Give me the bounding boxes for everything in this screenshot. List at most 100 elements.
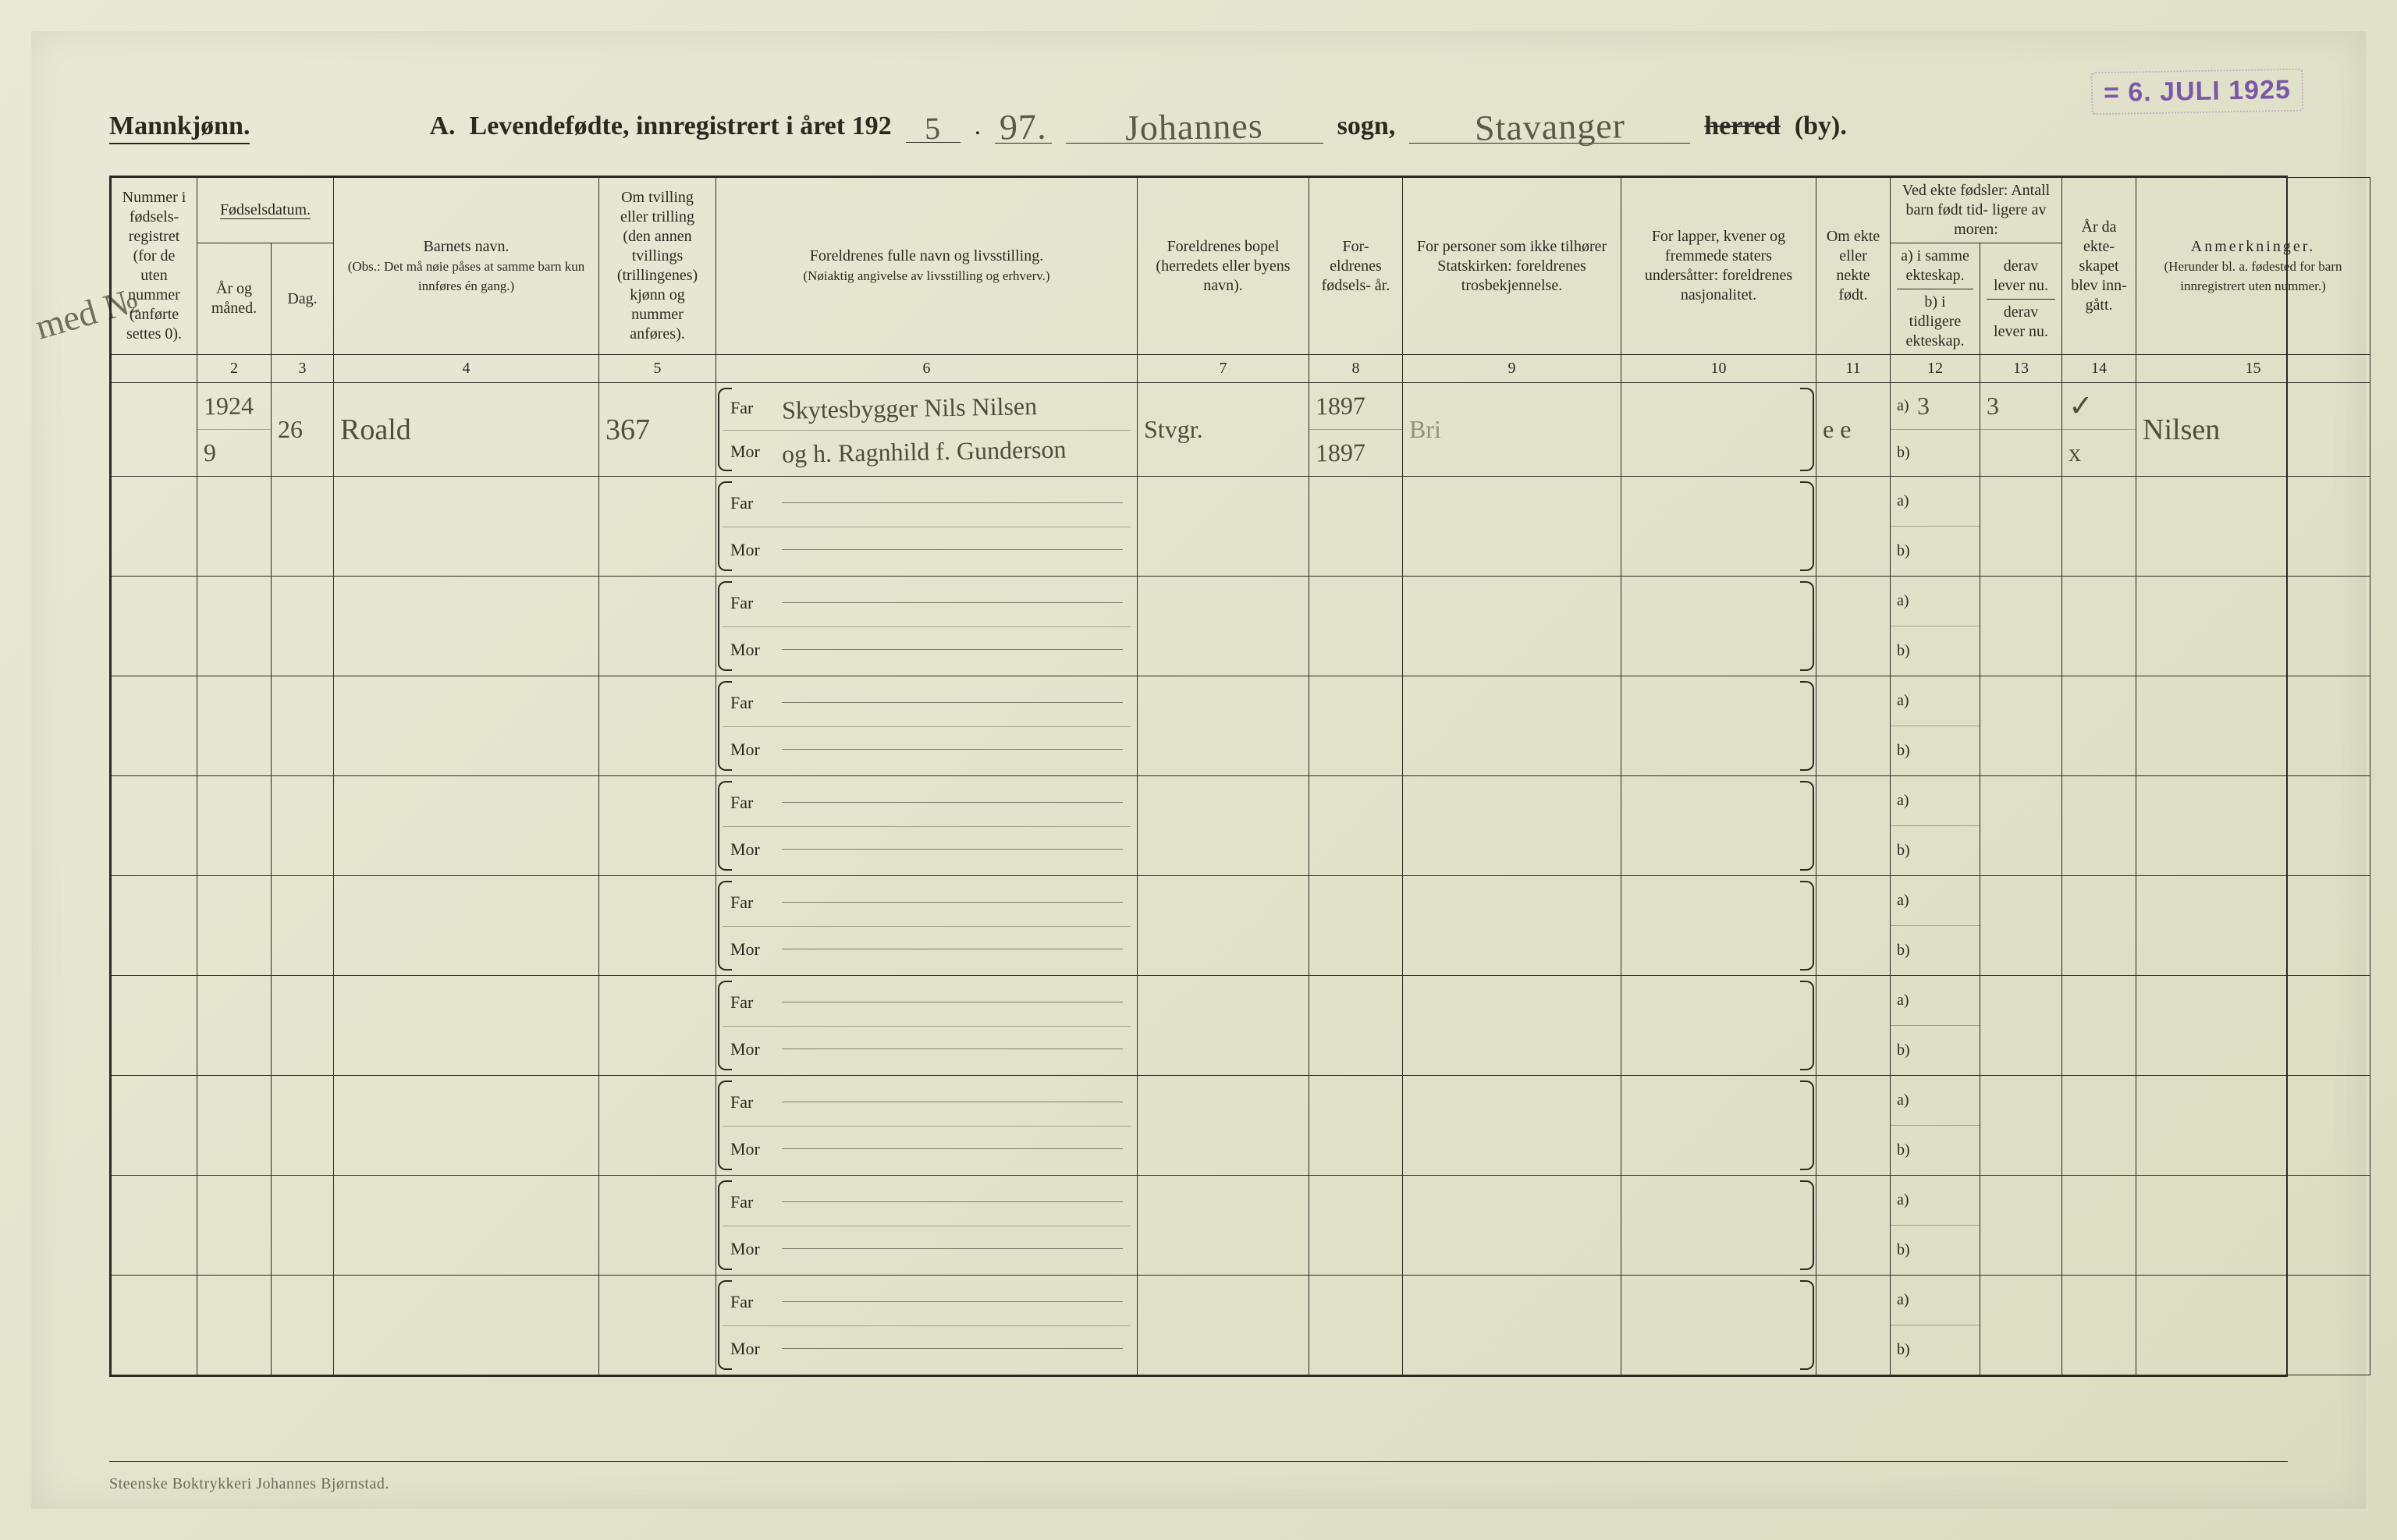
cell-12-empty: a)b): [1891, 1076, 1980, 1176]
mor-label: Mor: [730, 640, 771, 660]
title-main: Levendefødte, innregistrert i året 192: [470, 112, 892, 141]
far-label: Far: [730, 892, 771, 913]
brace-right-icon: [1800, 581, 1814, 671]
district-slot: Stavanger: [1409, 101, 1690, 144]
cell-6-empty: FarMor: [716, 1176, 1138, 1276]
b-label: b): [1897, 1041, 1917, 1059]
cell-empty: [1403, 1276, 1621, 1375]
far-label: Far: [730, 493, 771, 513]
rule-line: [782, 649, 1123, 650]
cell-empty: [1138, 676, 1309, 776]
cell-empty: [1403, 776, 1621, 876]
cell-empty: [1403, 577, 1621, 676]
col-15-header-top: Anmerkninger.: [2191, 238, 2316, 255]
cell-empty: [1816, 1176, 1891, 1276]
cell-empty: [334, 676, 599, 776]
a-label: a): [1897, 1291, 1917, 1309]
cell-empty: [334, 976, 599, 1076]
cell-empty: [2062, 577, 2136, 676]
cell-empty: [197, 577, 272, 676]
cell-empty: [1816, 477, 1891, 577]
brace-right-icon: [1800, 881, 1814, 970]
far-label: Far: [730, 1292, 771, 1312]
col14-top: ✓: [2069, 389, 2094, 424]
cell-empty: [1309, 1176, 1403, 1276]
colnum-3: 3: [272, 355, 334, 383]
cell-15: Nilsen: [2136, 383, 2370, 477]
cell-empty: [112, 876, 197, 976]
table-row: FarMor a)b): [112, 1176, 2370, 1276]
cell-empty: [197, 876, 272, 976]
cell-6-empty: FarMor: [716, 1076, 1138, 1176]
cell-empty: [272, 976, 334, 1076]
cell-empty: [1309, 876, 1403, 976]
cell-empty: [272, 477, 334, 577]
brace-left-icon: [718, 481, 732, 571]
cell-empty: [2062, 1276, 2136, 1375]
cell-empty: [1403, 876, 1621, 976]
a-label: a): [1897, 992, 1917, 1010]
cell-empty: [1309, 1276, 1403, 1375]
brace-right-icon: [1800, 481, 1814, 571]
cell-empty: [599, 976, 716, 1076]
cell-empty: [2062, 477, 2136, 577]
cell-empty: [1816, 876, 1891, 976]
rule-line: [782, 849, 1123, 850]
year-month-bot: 9: [204, 438, 217, 467]
cell-empty: [272, 577, 334, 676]
cell-empty: [599, 1176, 716, 1276]
far-label: Far: [730, 593, 771, 613]
col-15-header: Anmerkninger. (Herunder bl. a. fødested …: [2136, 178, 2370, 355]
table-row: FarMor a)b): [112, 1076, 2370, 1176]
cell-6-empty: FarMor: [716, 477, 1138, 577]
cell-empty: [334, 577, 599, 676]
a-label: a): [1897, 592, 1917, 610]
rule-line: [782, 802, 1123, 803]
sogn-label: sogn,: [1337, 112, 1396, 141]
col-1-header: Nummer i fødsels- registret (for de uten…: [112, 178, 197, 355]
cell-5: 367: [599, 383, 716, 477]
year-month-top: 1924: [204, 391, 254, 420]
mor-label: Mor: [730, 1039, 771, 1059]
cell-empty: [599, 577, 716, 676]
herred-struck: herred: [1704, 112, 1781, 141]
mor-label: Mor: [730, 839, 771, 860]
far-label: Far: [730, 693, 771, 713]
cell-empty: [2062, 1176, 2136, 1276]
cell-empty: [1403, 976, 1621, 1076]
far-label: Far: [730, 793, 771, 813]
cell-10-empty: [1621, 1176, 1816, 1276]
col-9-header: For personer som ikke tilhører Statskirk…: [1403, 178, 1621, 355]
child-name: Roald: [340, 413, 411, 446]
col-3-header: Dag.: [272, 243, 334, 355]
by-label: (by).: [1795, 112, 1847, 141]
cell-9: Bri: [1403, 383, 1621, 477]
col-13-header: derav lever nu. derav lever nu.: [1980, 243, 2062, 355]
table-row: FarMor a)b): [112, 776, 2370, 876]
cell-empty: [1138, 976, 1309, 1076]
b-label: b): [1897, 542, 1917, 560]
gender-label: Mannkjønn.: [109, 112, 250, 144]
rule-line: [782, 1148, 1123, 1149]
cell-empty: [112, 477, 197, 577]
colnum-14: 14: [2062, 355, 2136, 383]
rule-line: [782, 502, 1123, 503]
c12a: 3: [1917, 392, 1930, 420]
colnum-8: 8: [1309, 355, 1403, 383]
table-row: FarMor a)b): [112, 976, 2370, 1076]
a-label: a): [1897, 1091, 1917, 1109]
col-2-3-group-label: Fødselsdatum.: [220, 201, 311, 219]
colnum-12: 12: [1891, 355, 1980, 383]
col-2-3-group-header: Fødselsdatum.: [197, 178, 334, 243]
cell-empty: [272, 1276, 334, 1375]
b-label: b): [1897, 642, 1917, 660]
cell-empty: [1980, 1276, 2062, 1375]
col-6-header-top: Foreldrenes fulle navn og livsstilling.: [810, 247, 1043, 264]
brace-right-icon: [1800, 1280, 1814, 1370]
table-body: 1924 9 26 Roald 367 Far Skytesbygger Nil…: [112, 383, 2370, 1375]
cell-10-empty: [1621, 1076, 1816, 1176]
cell-empty: [1980, 477, 2062, 577]
table-row: FarMor a)b): [112, 876, 2370, 976]
col9-value: Bri: [1409, 415, 1441, 443]
cell-empty: [197, 1176, 272, 1276]
